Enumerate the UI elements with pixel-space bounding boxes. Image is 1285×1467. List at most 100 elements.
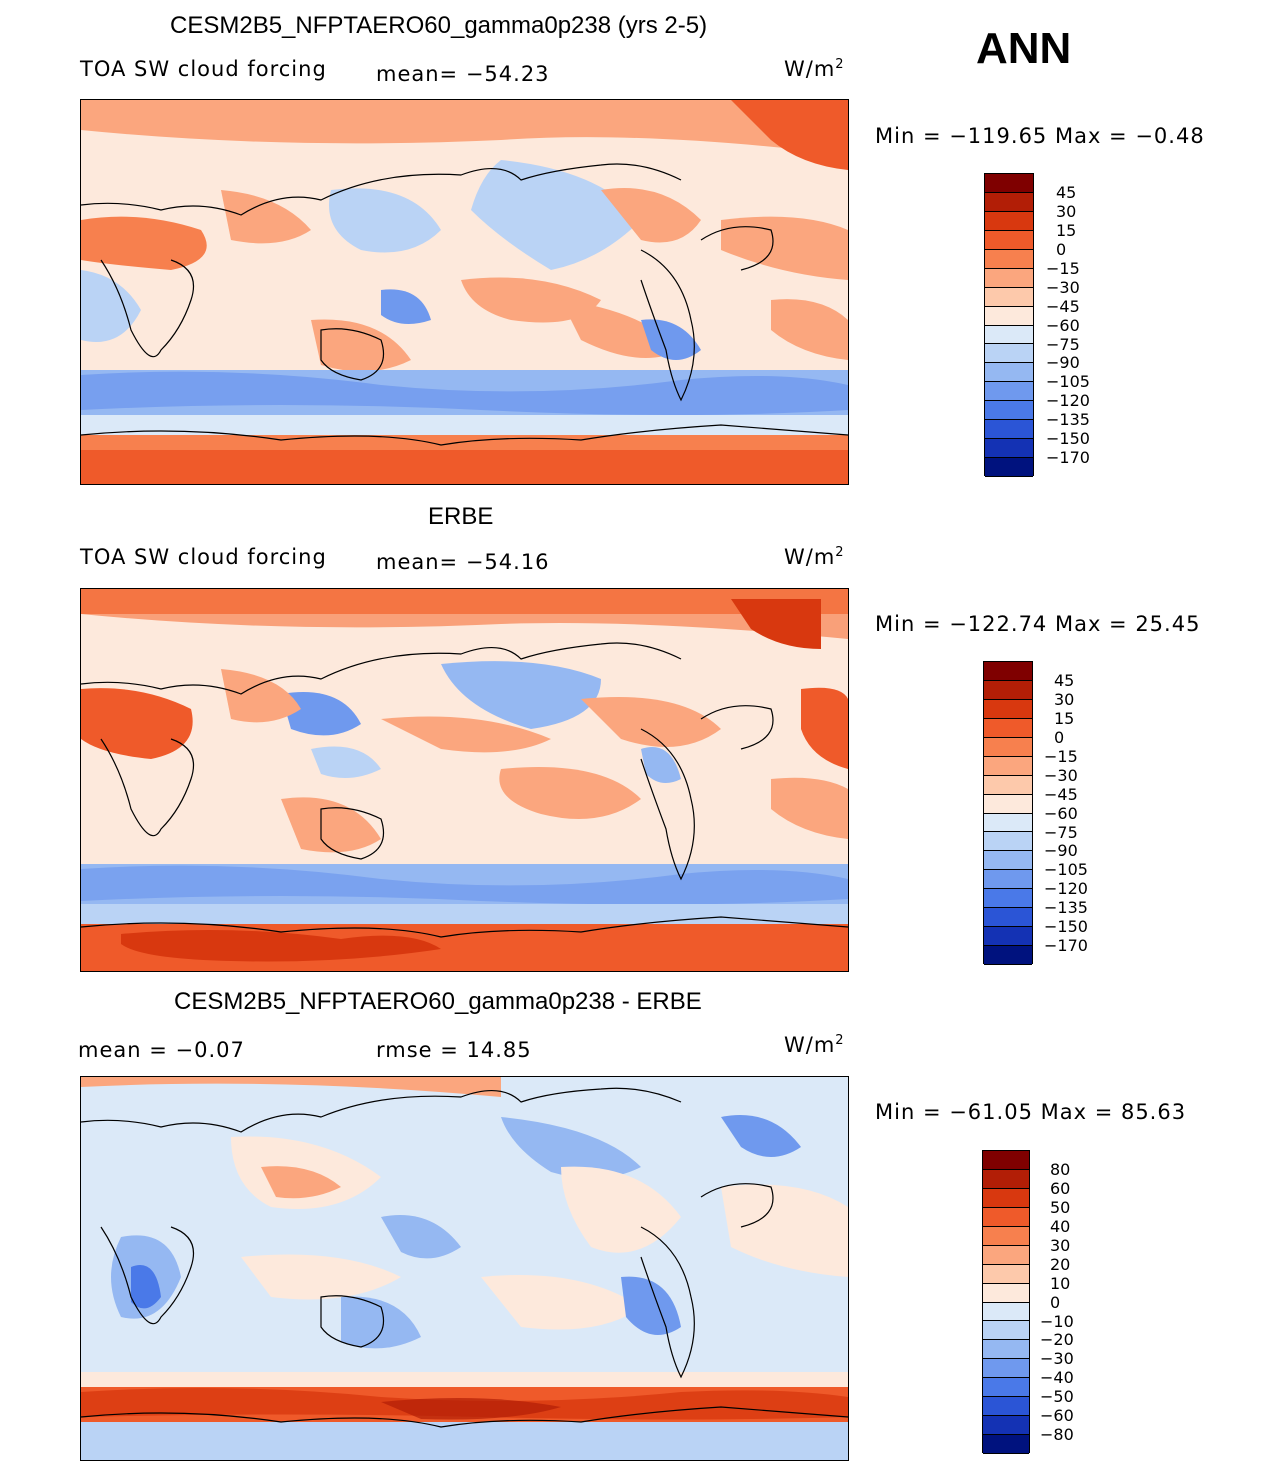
colorbar-tick-label: 80: [1050, 1160, 1071, 1179]
colorbar-tick-label: −105: [1046, 372, 1090, 392]
colorbar-segment: [984, 907, 1032, 927]
colorbar-segment: [984, 850, 1032, 870]
panel-diff-colorbar: [982, 1150, 1030, 1454]
panel-obs-title: ERBE: [428, 503, 494, 530]
panel-model-contour-field: [81, 100, 848, 484]
colorbar-tick-label: −150: [1044, 917, 1088, 937]
colorbar-tick-label: −60: [1040, 1406, 1074, 1426]
colorbar-segment: [985, 173, 1033, 192]
colorbar-tick-label: −75: [1044, 822, 1078, 842]
colorbar-segment: [984, 679, 1032, 699]
panel-diff-map: [80, 1076, 849, 1461]
colorbar-tick-label: −30: [1044, 765, 1078, 785]
colorbar-tick-label: 30: [1050, 1235, 1071, 1255]
colorbar-tick-label: −15: [1044, 746, 1078, 766]
panel-diff-minmax: Min = −61.05 Max = 85.63: [875, 1100, 1187, 1124]
colorbar-tick-label: 45: [1054, 671, 1075, 690]
colorbar-segment: [985, 400, 1033, 420]
colorbar-tick-label: 15: [1056, 220, 1077, 240]
panel-diff-rmse: rmse = 14.85: [376, 1038, 532, 1062]
colorbar-tick-label: 30: [1054, 689, 1075, 709]
colorbar-tick-label: −170: [1044, 936, 1088, 956]
colorbar-tick-label: −20: [1040, 1330, 1074, 1350]
colorbar-tick-label: −40: [1040, 1368, 1074, 1388]
colorbar-segment: [983, 1339, 1029, 1359]
colorbar-segment: [985, 286, 1033, 306]
colorbar-tick-label: 10: [1050, 1273, 1071, 1293]
colorbar-tick-label: 20: [1050, 1254, 1071, 1274]
colorbar-segment: [983, 1301, 1029, 1321]
colorbar-segment: [984, 698, 1032, 718]
colorbar-tick-label: 15: [1054, 708, 1075, 728]
panel-model-field-label: TOA SW cloud forcing: [80, 57, 327, 81]
colorbar-segment: [984, 945, 1032, 965]
colorbar-segment: [983, 1206, 1029, 1226]
panel-obs-units: W/m2: [784, 545, 845, 569]
colorbar-segment: [984, 831, 1032, 851]
colorbar-tick-label: −10: [1040, 1311, 1074, 1331]
colorbar-segment: [985, 381, 1033, 401]
colorbar-tick-label: 0: [1050, 1292, 1061, 1312]
panel-diff-title: CESM2B5_NFPTAERO60_gamma0p238 - ERBE: [174, 988, 702, 1015]
colorbar-segment: [984, 736, 1032, 756]
colorbar-tick-label: −135: [1044, 898, 1088, 918]
colorbar-segment: [985, 419, 1033, 439]
colorbar-tick-label: 60: [1050, 1178, 1071, 1198]
colorbar-tick-label: 0: [1056, 239, 1067, 259]
colorbar-tick-label: −45: [1046, 296, 1080, 316]
colorbar-tick-label: 30: [1056, 201, 1077, 221]
panel-obs-field-label: TOA SW cloud forcing: [80, 545, 327, 569]
panel-diff-contour-field: [81, 1077, 848, 1460]
colorbar-segment: [983, 1244, 1029, 1264]
colorbar-segment: [984, 774, 1032, 794]
panel-model-map: [80, 99, 849, 485]
colorbar-segment: [984, 888, 1032, 908]
colorbar-segment: [983, 1320, 1029, 1340]
panel-model-mean: mean= −54.23: [376, 62, 550, 86]
colorbar-segment: [984, 717, 1032, 737]
colorbar-segment: [983, 1282, 1029, 1302]
colorbar-segment: [984, 755, 1032, 775]
panel-obs-colorbar: [983, 661, 1033, 965]
colorbar-segment: [983, 1187, 1029, 1207]
colorbar-tick-label: −150: [1046, 429, 1090, 449]
panel-diff-units: W/m2: [784, 1033, 845, 1057]
colorbar-segment: [984, 793, 1032, 813]
panel-obs-contour-field: [81, 589, 848, 971]
colorbar-tick-label: −30: [1046, 277, 1080, 297]
colorbar-segment: [983, 1225, 1029, 1245]
colorbar-tick-label: −45: [1044, 784, 1078, 804]
panel-model-units: W/m2: [784, 57, 845, 81]
colorbar-tick-label: −120: [1044, 879, 1088, 899]
colorbar-segment: [983, 1434, 1029, 1454]
colorbar-segment: [985, 305, 1033, 325]
colorbar-segment: [985, 343, 1033, 363]
colorbar-segment: [985, 457, 1033, 477]
colorbar-tick-label: 45: [1056, 183, 1077, 202]
colorbar-segment: [985, 438, 1033, 458]
colorbar-tick-label: 0: [1054, 727, 1065, 747]
colorbar-segment: [984, 869, 1032, 889]
colorbar-segment: [985, 210, 1033, 230]
colorbar-tick-label: −75: [1046, 334, 1080, 354]
colorbar-tick-label: −30: [1040, 1349, 1074, 1369]
colorbar-tick-label: −90: [1046, 353, 1080, 373]
colorbar-segment: [983, 1358, 1029, 1378]
colorbar-segment: [983, 1377, 1029, 1397]
panel-obs-mean: mean= −54.16: [376, 550, 550, 574]
colorbar-tick-label: −90: [1044, 841, 1078, 861]
colorbar-segment: [983, 1415, 1029, 1435]
colorbar-segment: [984, 926, 1032, 946]
colorbar-tick-label: −120: [1046, 391, 1090, 411]
colorbar-segment: [985, 267, 1033, 287]
colorbar-tick-label: 40: [1050, 1216, 1071, 1236]
colorbar-tick-label: −60: [1046, 315, 1080, 335]
colorbar-segment: [985, 229, 1033, 249]
colorbar-tick-label: −80: [1040, 1425, 1074, 1445]
colorbar-segment: [985, 324, 1033, 344]
panel-model-title: CESM2B5_NFPTAERO60_gamma0p238 (yrs 2-5): [170, 12, 708, 39]
colorbar-tick-label: 50: [1050, 1197, 1071, 1217]
panel-model-minmax: Min = −119.65 Max = −0.48: [875, 124, 1205, 148]
colorbar-tick-label: −105: [1044, 860, 1088, 880]
colorbar-tick-label: −50: [1040, 1387, 1074, 1407]
